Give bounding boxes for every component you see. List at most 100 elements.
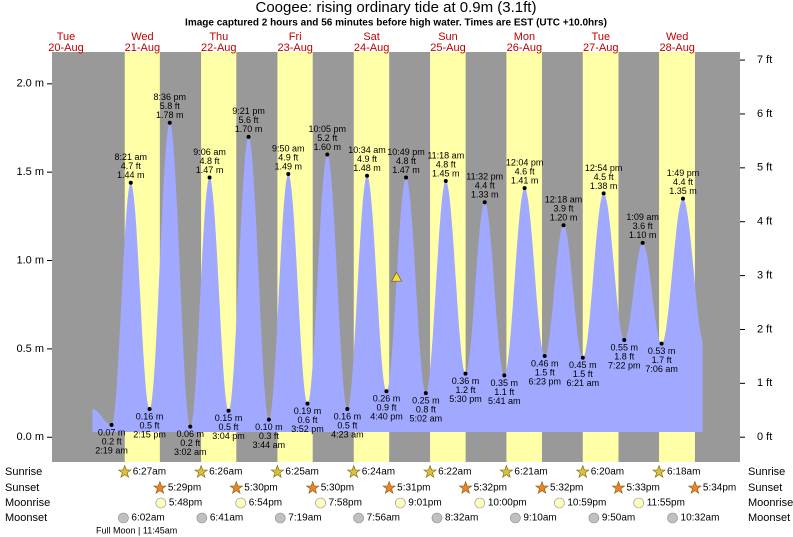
tide-label: 0.16 m <box>334 411 362 421</box>
tide-point <box>207 175 212 180</box>
tide-point <box>580 355 585 360</box>
moonset-time: 7:19am <box>288 513 321 524</box>
tide-label: 1:09 am <box>626 212 659 222</box>
tide-label: 5:30 pm <box>449 394 482 404</box>
tide-label: 1.48 m <box>353 163 381 173</box>
tide-label: 0.8 ft <box>416 404 437 414</box>
day-date: 28-Aug <box>659 42 694 54</box>
sunrise-time: 6:24am <box>362 467 395 478</box>
tide-label: 0.19 m <box>294 406 322 416</box>
tide-label: 7:22 pm <box>608 360 641 370</box>
tide-label: 0.9 ft <box>376 403 397 413</box>
tide-point <box>680 196 685 201</box>
tide-point <box>188 424 193 429</box>
tide-label: 1.47 m <box>392 165 420 175</box>
sunset-time: 5:34pm <box>703 483 736 494</box>
day-date: 24-Aug <box>354 42 389 54</box>
tide-point <box>622 338 627 343</box>
tide-point <box>463 371 468 376</box>
tide-label: 4.9 ft <box>357 154 378 164</box>
tide-label: 4.9 ft <box>278 152 299 162</box>
sunset-icon <box>152 480 167 495</box>
tide-point <box>384 389 389 394</box>
day-date: 21-Aug <box>125 42 160 54</box>
y2-tick-label: 6 ft <box>757 108 772 120</box>
sunset-time: 5:33pm <box>626 483 659 494</box>
y-tick-label: 0.5 m <box>16 343 44 355</box>
tide-label: 10:05 pm <box>309 124 347 134</box>
y-tick-label: 1.0 m <box>16 254 44 266</box>
tide-label: 0.5 ft <box>219 422 240 432</box>
day-name: Tue <box>592 31 611 43</box>
sunrise-icon <box>346 464 361 479</box>
tide-label: 1.10 m <box>629 230 657 240</box>
tide-label: 5:02 am <box>410 413 443 423</box>
day-name: Wed <box>666 31 688 43</box>
moonrise-icon <box>235 497 247 509</box>
sunrise-time: 6:27am <box>133 467 166 478</box>
sunset-icon <box>229 480 244 495</box>
tide-label: 4.7 ft <box>121 161 142 171</box>
tide-point <box>286 171 291 176</box>
moonset-time: 8:32am <box>445 513 478 524</box>
moonset-icon <box>118 512 129 524</box>
sunrise-icon <box>194 464 209 479</box>
tide-label: 5.2 ft <box>317 133 338 143</box>
tide-label: 0.15 m <box>215 413 243 423</box>
row-label: Moonrise <box>748 497 793 509</box>
tide-label: 0.2 ft <box>102 436 123 446</box>
tide-point <box>561 223 566 228</box>
tide-label: 1.70 m <box>235 124 263 134</box>
tide-label: 2:19 am <box>95 445 128 455</box>
moonset-time: 9:50am <box>602 513 635 524</box>
moonset-time: 7:56am <box>367 513 400 524</box>
day-name: Sat <box>363 31 380 43</box>
moonset-icon <box>667 512 678 524</box>
tide-label: 0.2 ft <box>180 438 201 448</box>
tide-label: 1.44 m <box>117 170 145 180</box>
moonset-icon <box>274 512 286 524</box>
tide-label: 6:23 pm <box>528 376 561 386</box>
tide-label: 1.2 ft <box>456 385 477 395</box>
sunrise-time: 6:20am <box>591 467 624 478</box>
moonrise-time: 7:58pm <box>329 498 362 509</box>
tide-label: 0.06 m <box>176 429 204 439</box>
tide-label: 6:21 am <box>567 378 600 388</box>
tide-label: 5:41 am <box>488 396 521 406</box>
tide-point <box>443 179 448 184</box>
y2-tick-label: 3 ft <box>757 269 772 281</box>
moonset-icon <box>431 512 443 524</box>
tide-label: 1.60 m <box>314 142 342 152</box>
day-date: 23-Aug <box>277 42 312 54</box>
row-label: Sunrise <box>5 466 42 478</box>
tide-label: 11:18 am <box>427 150 464 160</box>
tide-label: 4.8 ft <box>200 156 221 166</box>
tide-point <box>128 180 133 185</box>
tide-label: 1.49 m <box>275 161 303 171</box>
sunrise-icon <box>575 464 590 479</box>
sunrise-time: 6:26am <box>209 467 242 478</box>
moonset-icon <box>510 512 521 524</box>
tide-label: 0.16 m <box>136 411 164 421</box>
tide-label: 12:04 pm <box>506 157 544 167</box>
tide-label: 9:21 pm <box>232 106 265 116</box>
moonset-time: 6:41am <box>210 513 243 524</box>
day-date: 22-Aug <box>201 42 236 54</box>
tide-label: 1:49 pm <box>667 168 700 178</box>
moonrise-time: 10:59pm <box>567 498 606 509</box>
day-date: 25-Aug <box>430 42 465 54</box>
sunset-time: 5:30pm <box>321 483 354 494</box>
sunrise-time: 6:22am <box>438 467 471 478</box>
tide-label: 12:18 am <box>545 195 583 205</box>
tide-label: 1.33 m <box>471 190 499 200</box>
tide-label: 4.8 ft <box>396 156 417 166</box>
sunset-time: 5:32pm <box>474 483 507 494</box>
tide-point <box>423 391 428 396</box>
day-name: Thu <box>209 31 228 43</box>
tide-label: 1.5 ft <box>573 369 594 379</box>
y2-tick-label: 2 ft <box>757 323 772 335</box>
sunrise-icon <box>652 464 667 479</box>
y2-tick-label: 7 ft <box>757 54 772 66</box>
tide-point <box>147 406 152 411</box>
tide-label: 1.7 ft <box>652 355 673 365</box>
